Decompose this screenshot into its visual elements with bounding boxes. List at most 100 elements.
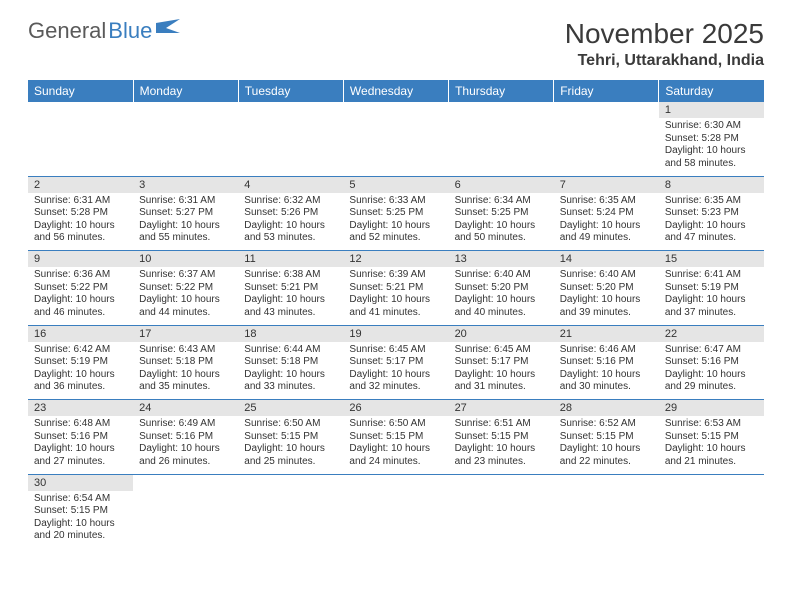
sunrise-line: Sunrise: 6:45 AM — [455, 344, 548, 357]
sunrise-line: Sunrise: 6:30 AM — [665, 120, 758, 133]
sunset-line: Sunset: 5:23 PM — [665, 207, 758, 220]
day-content-cell — [343, 491, 448, 549]
day-content-cell: Sunrise: 6:40 AMSunset: 5:20 PMDaylight:… — [449, 267, 554, 325]
week-daynum-row: 23242526272829 — [28, 400, 764, 417]
sunrise-line: Sunrise: 6:33 AM — [349, 195, 442, 208]
sunrise-line: Sunrise: 6:35 AM — [665, 195, 758, 208]
day-header: Thursday — [449, 80, 554, 102]
page-header: GeneralBlue November 2025 Tehri, Uttarak… — [28, 18, 764, 70]
daylight-line: Daylight: 10 hours and 33 minutes. — [244, 369, 337, 394]
daylight-line: Daylight: 10 hours and 35 minutes. — [139, 369, 232, 394]
logo-word-2: Blue — [108, 18, 152, 44]
sunset-line: Sunset: 5:24 PM — [560, 207, 653, 220]
day-number-cell: 13 — [449, 251, 554, 268]
day-content-cell: Sunrise: 6:46 AMSunset: 5:16 PMDaylight:… — [554, 342, 659, 400]
sunrise-line: Sunrise: 6:54 AM — [34, 493, 127, 506]
sunset-line: Sunset: 5:18 PM — [244, 356, 337, 369]
day-content-cell: Sunrise: 6:35 AMSunset: 5:23 PMDaylight:… — [659, 193, 764, 251]
day-content-cell: Sunrise: 6:50 AMSunset: 5:15 PMDaylight:… — [343, 416, 448, 474]
day-number-cell: 14 — [554, 251, 659, 268]
week-daynum-row: 30 — [28, 474, 764, 491]
sunset-line: Sunset: 5:15 PM — [560, 431, 653, 444]
day-number-cell — [133, 102, 238, 118]
sunrise-line: Sunrise: 6:51 AM — [455, 418, 548, 431]
month-title: November 2025 — [565, 18, 764, 50]
sunrise-line: Sunrise: 6:35 AM — [560, 195, 653, 208]
sunrise-line: Sunrise: 6:48 AM — [34, 418, 127, 431]
day-number-cell: 5 — [343, 176, 448, 193]
day-number-cell — [238, 102, 343, 118]
title-block: November 2025 Tehri, Uttarakhand, India — [565, 18, 764, 70]
day-number-cell: 9 — [28, 251, 133, 268]
week-content-row: Sunrise: 6:30 AMSunset: 5:28 PMDaylight:… — [28, 118, 764, 176]
week-content-row: Sunrise: 6:42 AMSunset: 5:19 PMDaylight:… — [28, 342, 764, 400]
sunset-line: Sunset: 5:28 PM — [34, 207, 127, 220]
day-header-row: SundayMondayTuesdayWednesdayThursdayFrid… — [28, 80, 764, 102]
sunset-line: Sunset: 5:16 PM — [139, 431, 232, 444]
sunset-line: Sunset: 5:27 PM — [139, 207, 232, 220]
daylight-line: Daylight: 10 hours and 53 minutes. — [244, 220, 337, 245]
day-content-cell: Sunrise: 6:35 AMSunset: 5:24 PMDaylight:… — [554, 193, 659, 251]
daylight-line: Daylight: 10 hours and 58 minutes. — [665, 145, 758, 170]
daylight-line: Daylight: 10 hours and 31 minutes. — [455, 369, 548, 394]
day-number-cell: 18 — [238, 325, 343, 342]
sunset-line: Sunset: 5:25 PM — [349, 207, 442, 220]
day-content-cell — [659, 491, 764, 549]
day-content-cell: Sunrise: 6:45 AMSunset: 5:17 PMDaylight:… — [343, 342, 448, 400]
day-content-cell: Sunrise: 6:40 AMSunset: 5:20 PMDaylight:… — [554, 267, 659, 325]
sunset-line: Sunset: 5:22 PM — [34, 282, 127, 295]
day-content-cell: Sunrise: 6:31 AMSunset: 5:27 PMDaylight:… — [133, 193, 238, 251]
daylight-line: Daylight: 10 hours and 27 minutes. — [34, 443, 127, 468]
day-content-cell — [449, 118, 554, 176]
sunset-line: Sunset: 5:15 PM — [349, 431, 442, 444]
day-content-cell: Sunrise: 6:31 AMSunset: 5:28 PMDaylight:… — [28, 193, 133, 251]
day-header: Monday — [133, 80, 238, 102]
day-header: Wednesday — [343, 80, 448, 102]
daylight-line: Daylight: 10 hours and 50 minutes. — [455, 220, 548, 245]
day-content-cell: Sunrise: 6:36 AMSunset: 5:22 PMDaylight:… — [28, 267, 133, 325]
daylight-line: Daylight: 10 hours and 49 minutes. — [560, 220, 653, 245]
day-content-cell: Sunrise: 6:38 AMSunset: 5:21 PMDaylight:… — [238, 267, 343, 325]
daylight-line: Daylight: 10 hours and 24 minutes. — [349, 443, 442, 468]
week-content-row: Sunrise: 6:54 AMSunset: 5:15 PMDaylight:… — [28, 491, 764, 549]
day-number-cell — [343, 474, 448, 491]
day-content-cell: Sunrise: 6:52 AMSunset: 5:15 PMDaylight:… — [554, 416, 659, 474]
sunset-line: Sunset: 5:21 PM — [349, 282, 442, 295]
day-content-cell — [554, 491, 659, 549]
day-content-cell: Sunrise: 6:33 AMSunset: 5:25 PMDaylight:… — [343, 193, 448, 251]
day-content-cell: Sunrise: 6:48 AMSunset: 5:16 PMDaylight:… — [28, 416, 133, 474]
day-number-cell: 25 — [238, 400, 343, 417]
day-header: Tuesday — [238, 80, 343, 102]
sunset-line: Sunset: 5:20 PM — [455, 282, 548, 295]
day-number-cell: 4 — [238, 176, 343, 193]
sunset-line: Sunset: 5:17 PM — [349, 356, 442, 369]
day-number-cell — [28, 102, 133, 118]
daylight-line: Daylight: 10 hours and 25 minutes. — [244, 443, 337, 468]
calendar-table: SundayMondayTuesdayWednesdayThursdayFrid… — [28, 80, 764, 549]
sunset-line: Sunset: 5:16 PM — [560, 356, 653, 369]
day-content-cell: Sunrise: 6:41 AMSunset: 5:19 PMDaylight:… — [659, 267, 764, 325]
daylight-line: Daylight: 10 hours and 26 minutes. — [139, 443, 232, 468]
daylight-line: Daylight: 10 hours and 52 minutes. — [349, 220, 442, 245]
sunrise-line: Sunrise: 6:47 AM — [665, 344, 758, 357]
daylight-line: Daylight: 10 hours and 29 minutes. — [665, 369, 758, 394]
day-content-cell — [343, 118, 448, 176]
day-number-cell: 28 — [554, 400, 659, 417]
day-content-cell: Sunrise: 6:39 AMSunset: 5:21 PMDaylight:… — [343, 267, 448, 325]
sunrise-line: Sunrise: 6:39 AM — [349, 269, 442, 282]
sunset-line: Sunset: 5:16 PM — [34, 431, 127, 444]
day-content-cell: Sunrise: 6:49 AMSunset: 5:16 PMDaylight:… — [133, 416, 238, 474]
day-content-cell — [28, 118, 133, 176]
logo: GeneralBlue — [28, 18, 182, 44]
day-content-cell — [133, 118, 238, 176]
sunset-line: Sunset: 5:15 PM — [34, 505, 127, 518]
daylight-line: Daylight: 10 hours and 36 minutes. — [34, 369, 127, 394]
day-number-cell — [238, 474, 343, 491]
sunrise-line: Sunrise: 6:40 AM — [560, 269, 653, 282]
day-number-cell — [449, 102, 554, 118]
day-content-cell: Sunrise: 6:54 AMSunset: 5:15 PMDaylight:… — [28, 491, 133, 549]
sunrise-line: Sunrise: 6:44 AM — [244, 344, 337, 357]
daylight-line: Daylight: 10 hours and 20 minutes. — [34, 518, 127, 543]
day-number-cell — [343, 102, 448, 118]
day-number-cell — [554, 474, 659, 491]
